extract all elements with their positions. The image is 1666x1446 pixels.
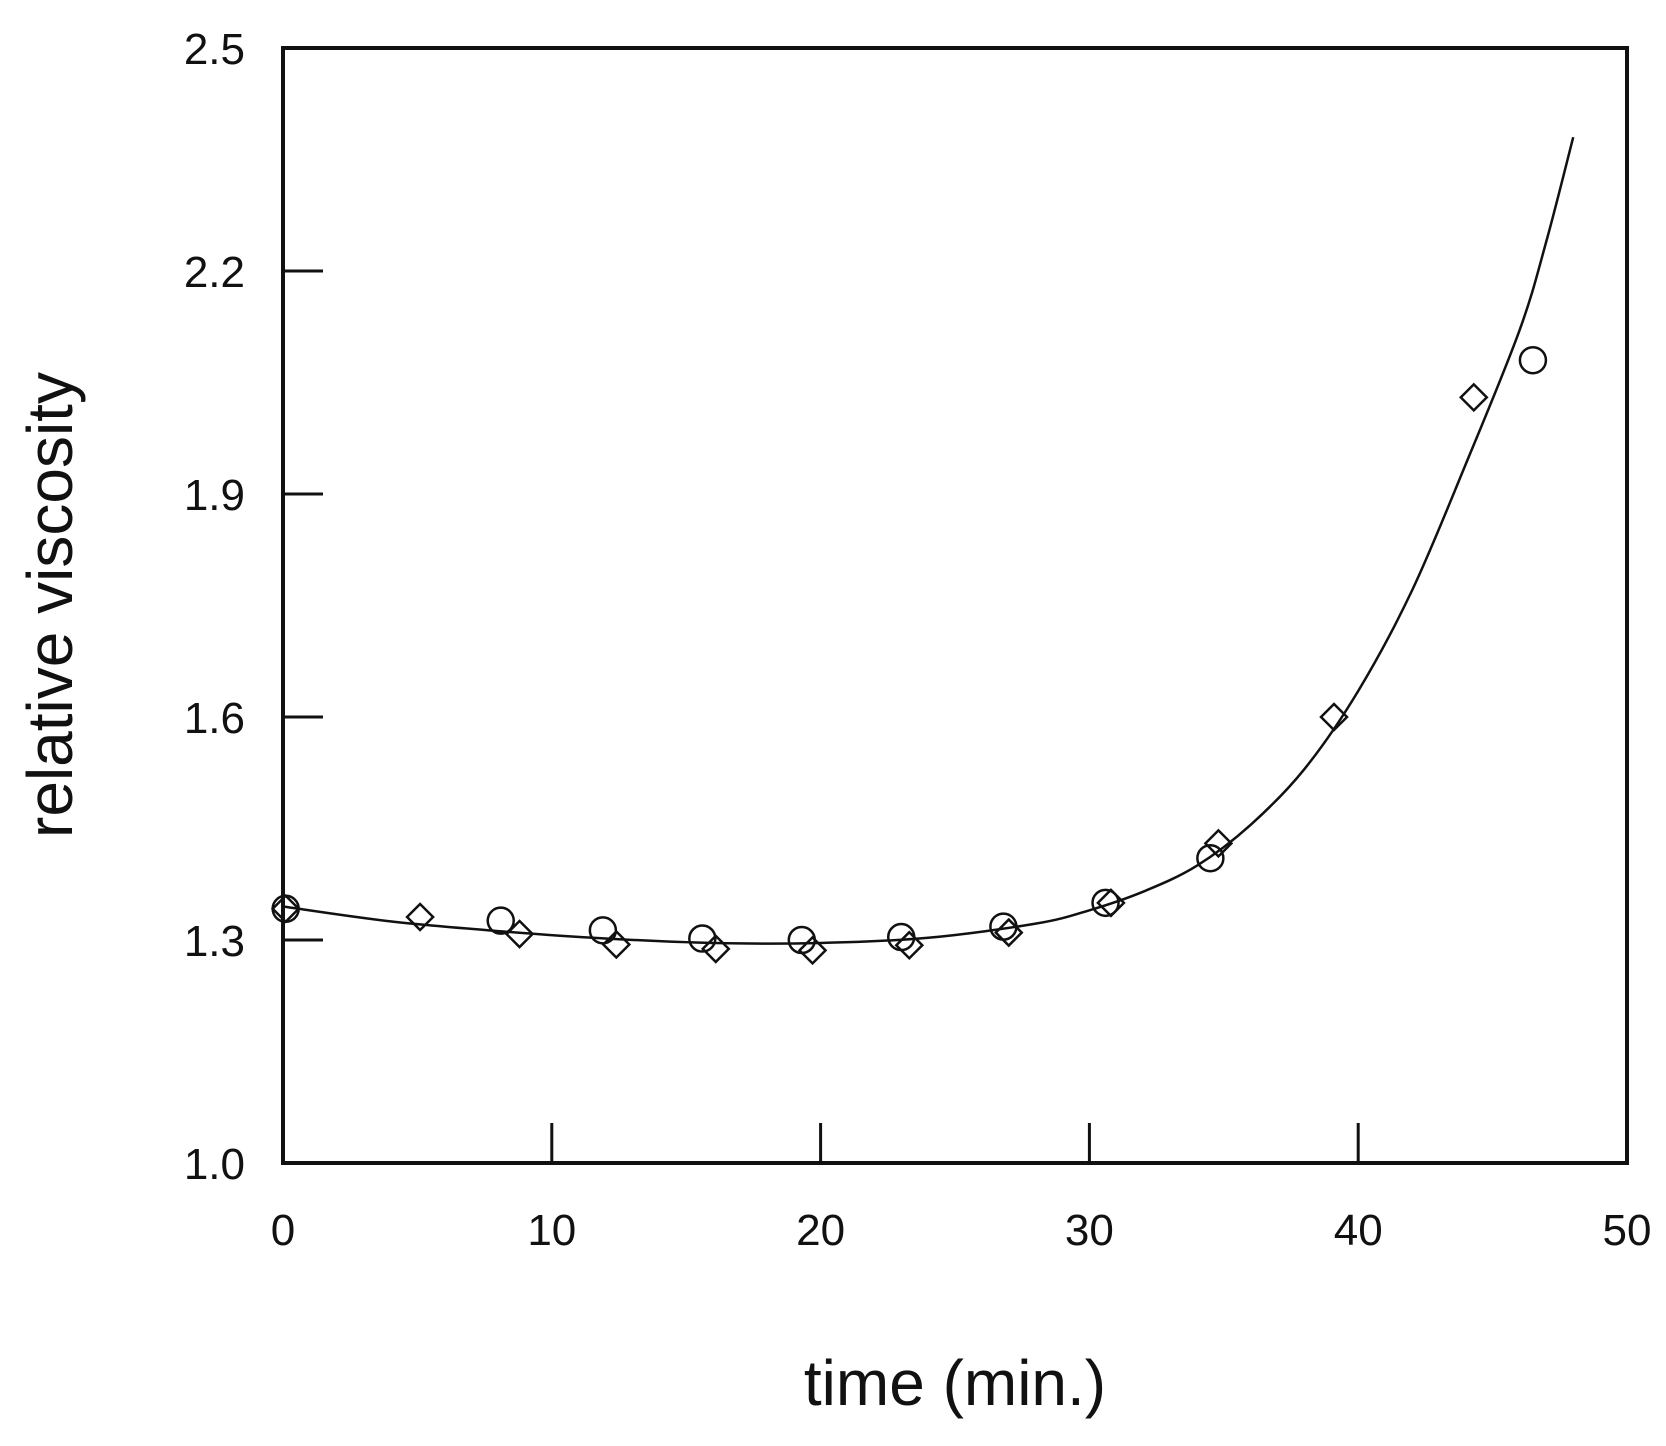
y-tick-label: 1.9 [184,471,245,520]
diamond-marker [1203,828,1234,859]
diamond-marker [1096,888,1126,918]
diamond-marker [993,917,1024,948]
y-tick-label: 1.0 [184,1140,245,1189]
circle-marker [486,906,515,935]
x-tick-label: 40 [1334,1206,1383,1255]
diamond-marker [270,894,301,924]
x-tick-label: 50 [1603,1206,1652,1255]
diamond-marker [405,902,435,932]
x-tick-label: 20 [796,1206,845,1255]
diamond-marker [504,919,535,949]
diamond-marker [701,934,731,964]
y-axis-tick-labels: 1.0 1.3 1.6 1.9 2.2 2.5 [184,25,245,1189]
diamond-marker [601,929,632,960]
data-markers [270,345,1548,966]
circle-marker [1518,345,1548,375]
diamond-marker [797,935,828,966]
y-tick-label: 1.3 [184,917,245,966]
circle-marker [886,922,916,952]
y-tick-label: 1.6 [184,694,245,743]
diamond-marker [1319,702,1349,732]
fitted-curve [282,136,1575,945]
circle-marker [1091,888,1120,918]
x-axis-title: time (min.) [804,1347,1106,1419]
y-tick-label: 2.5 [184,25,245,74]
y-tick-label: 2.2 [184,248,245,297]
diamond-marker [1459,382,1489,413]
x-tick-label: 30 [1065,1206,1114,1255]
y-axis-title: relative viscosity [14,372,86,838]
diamond-marker [894,930,925,960]
x-tick-label: 0 [271,1206,295,1255]
x-axis-ticks [550,1123,1360,1163]
plot-frame [281,46,1629,1165]
y-axis-ticks [283,269,323,942]
circle-marker [1196,843,1225,873]
x-tick-label: 10 [527,1206,576,1255]
circle-marker [688,924,717,953]
x-axis-tick-labels: 0 10 20 30 40 50 [271,1206,1652,1255]
